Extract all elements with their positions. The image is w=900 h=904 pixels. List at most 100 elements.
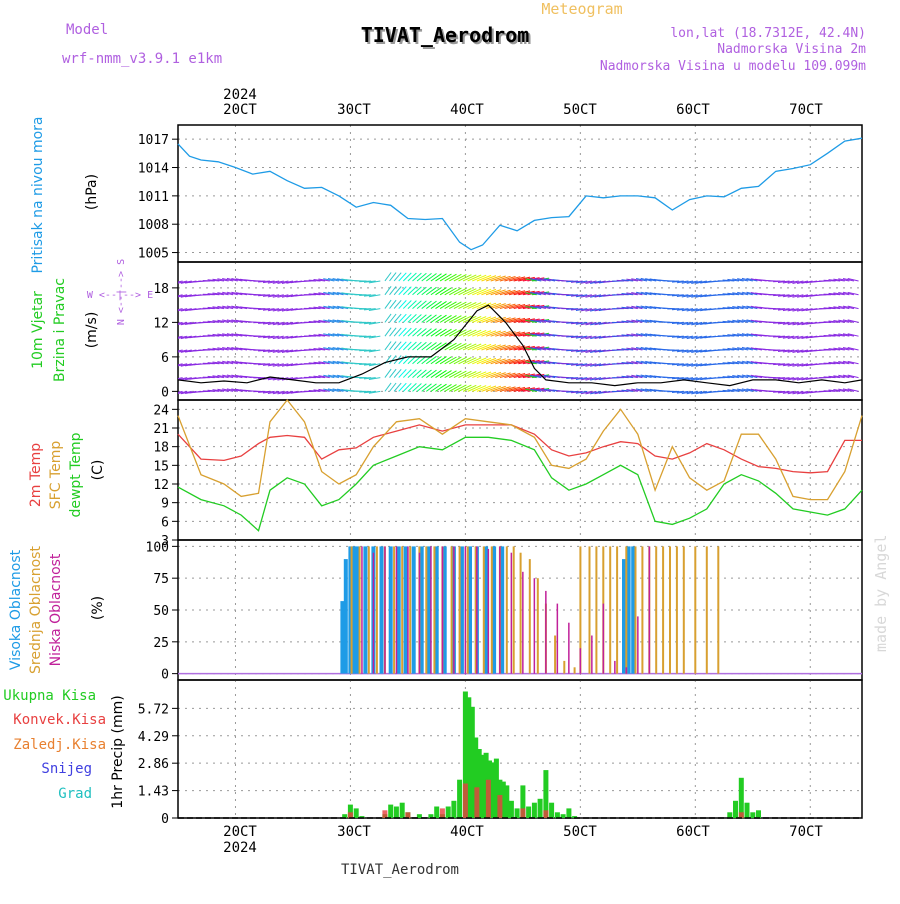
mid-cloud-bar <box>513 546 515 673</box>
watermark: made by Angel <box>872 535 890 652</box>
wind-arrow <box>167 336 178 338</box>
low-cloud-bar <box>522 572 524 674</box>
precip-total-bar <box>509 801 514 818</box>
low-cloud-bar <box>488 549 490 674</box>
mid-cloud-bar <box>451 546 453 673</box>
time-tick-bottom-4: 50CT <box>563 824 597 840</box>
y-tick-label: 100 <box>146 540 169 555</box>
precip-total-bar <box>400 803 405 818</box>
wind-arrow <box>431 384 442 391</box>
high-cloud-side-label: Visoka Oblacnost <box>8 549 24 670</box>
y-tick-label: 21 <box>153 422 169 437</box>
low-cloud-bar <box>580 648 582 674</box>
time-tick-bottom-2: 30CT <box>337 824 371 840</box>
low-cloud-bar <box>568 623 570 674</box>
sfctemp-side-label: SFC Temp <box>48 441 64 510</box>
wind-arrow <box>413 342 422 350</box>
mid-cloud-bar <box>676 546 678 673</box>
time-tick-bottom-1: 20CT <box>223 824 257 840</box>
mid-cloud-bar <box>537 578 539 674</box>
y-tick-label: 0 <box>161 385 169 400</box>
precip-total-bar <box>515 808 520 818</box>
y-tick-label: 12 <box>153 478 169 493</box>
y-tick-label: 18 <box>153 441 169 456</box>
low-cloud-bar <box>465 546 467 673</box>
year-label-top: 2024 <box>223 87 257 103</box>
pressure-side-label: Pritisak na nivou mora <box>30 116 46 273</box>
mid-cloud-bar <box>467 546 469 673</box>
y-tick-label: 0 <box>161 668 169 683</box>
wind-arrow <box>413 328 422 336</box>
mid-cloud-bar <box>491 546 493 673</box>
y-tick-label: 18 <box>153 282 169 297</box>
mid-cloud-bar <box>706 546 708 673</box>
high-cloud-bar <box>397 546 401 673</box>
y-tick-label: 4.29 <box>138 730 169 745</box>
pressure-unit-label: (hPa) <box>84 174 100 210</box>
mid-cloud-bar <box>433 546 435 673</box>
low-cloud-bar <box>637 616 639 673</box>
y-tick-label: 25 <box>153 636 169 651</box>
time-tick-top-4: 50CT <box>563 102 597 118</box>
wind-arrow <box>431 288 442 295</box>
mid-cloud-bar <box>595 546 597 673</box>
y-tick-label: 1011 <box>138 190 169 205</box>
y-tick-label: 15 <box>153 459 169 474</box>
wind-side-label-2: Brzina i Pravac <box>52 278 68 382</box>
dewpt-side-label: dewpt Temp <box>68 432 84 517</box>
precip-conv-bar <box>486 780 491 818</box>
y-tick-label: 6 <box>161 515 169 530</box>
wind-arrow <box>431 274 442 281</box>
wind-arrow <box>426 370 436 377</box>
wind-arrow <box>431 315 442 322</box>
precip-legend-conv: Konvek.Kisa <box>13 712 106 728</box>
wind-arrow <box>426 274 436 281</box>
mid-cloud-bar <box>694 546 696 673</box>
mid-cloud-bar <box>351 546 353 673</box>
mid-cloud-bar <box>506 546 508 673</box>
high-cloud-bar <box>363 546 367 673</box>
precip-conv-bar <box>497 795 502 818</box>
low-cloud-bar <box>453 546 455 673</box>
high-cloud-bar <box>380 546 384 673</box>
precip-total-bar <box>532 803 537 818</box>
precip-conv-bar <box>463 784 468 819</box>
footer-station: TIVAT_Aerodrom <box>341 862 459 878</box>
precip-conv-bar <box>474 787 479 818</box>
wind-arrow <box>422 342 432 350</box>
model-label: Model <box>66 22 108 38</box>
time-tick-bottom-3: 40CT <box>450 824 484 840</box>
wind-arrow <box>417 287 426 295</box>
station-title: TIVAT_Aerodrom <box>361 23 530 47</box>
precip-conv-bar <box>543 810 548 818</box>
precip-total-bar <box>750 812 755 818</box>
panel-frame <box>178 400 862 540</box>
wind-arrow <box>422 370 432 378</box>
mid-cloud-bar <box>662 546 664 673</box>
precip-legend-total: Ukupna Kisa <box>3 688 96 704</box>
low-cloud-bar <box>557 604 559 674</box>
mid-cloud-bar <box>529 559 531 674</box>
model-elevation-label: Nadmorska Visina u modelu 109.099m <box>600 59 866 74</box>
wind-unit-label: (m/s) <box>84 312 100 349</box>
wind-arrow <box>408 370 416 378</box>
y-tick-label: 1005 <box>138 247 169 262</box>
mid-cloud-bar <box>616 546 618 673</box>
wind-arrow <box>408 314 416 322</box>
wind-arrow <box>426 301 436 308</box>
wind-arrow <box>413 301 422 309</box>
high-cloud-bar <box>389 546 393 673</box>
time-tick-bottom-5: 60CT <box>676 824 710 840</box>
low-cloud-bar <box>361 546 363 673</box>
mid-cloud-bar <box>425 546 427 673</box>
meteogram-label: Meteogram <box>541 0 622 18</box>
precip-total-bar <box>739 778 744 818</box>
temp-unit-label: (C) <box>90 460 106 481</box>
mid-cloud-bar <box>563 661 565 674</box>
precip-total-bar <box>446 807 451 819</box>
time-tick-top-5: 60CT <box>676 102 710 118</box>
low-cloud-bar <box>476 546 478 673</box>
precip-conv-bar <box>348 812 353 818</box>
mid-cloud-bar <box>655 546 657 673</box>
